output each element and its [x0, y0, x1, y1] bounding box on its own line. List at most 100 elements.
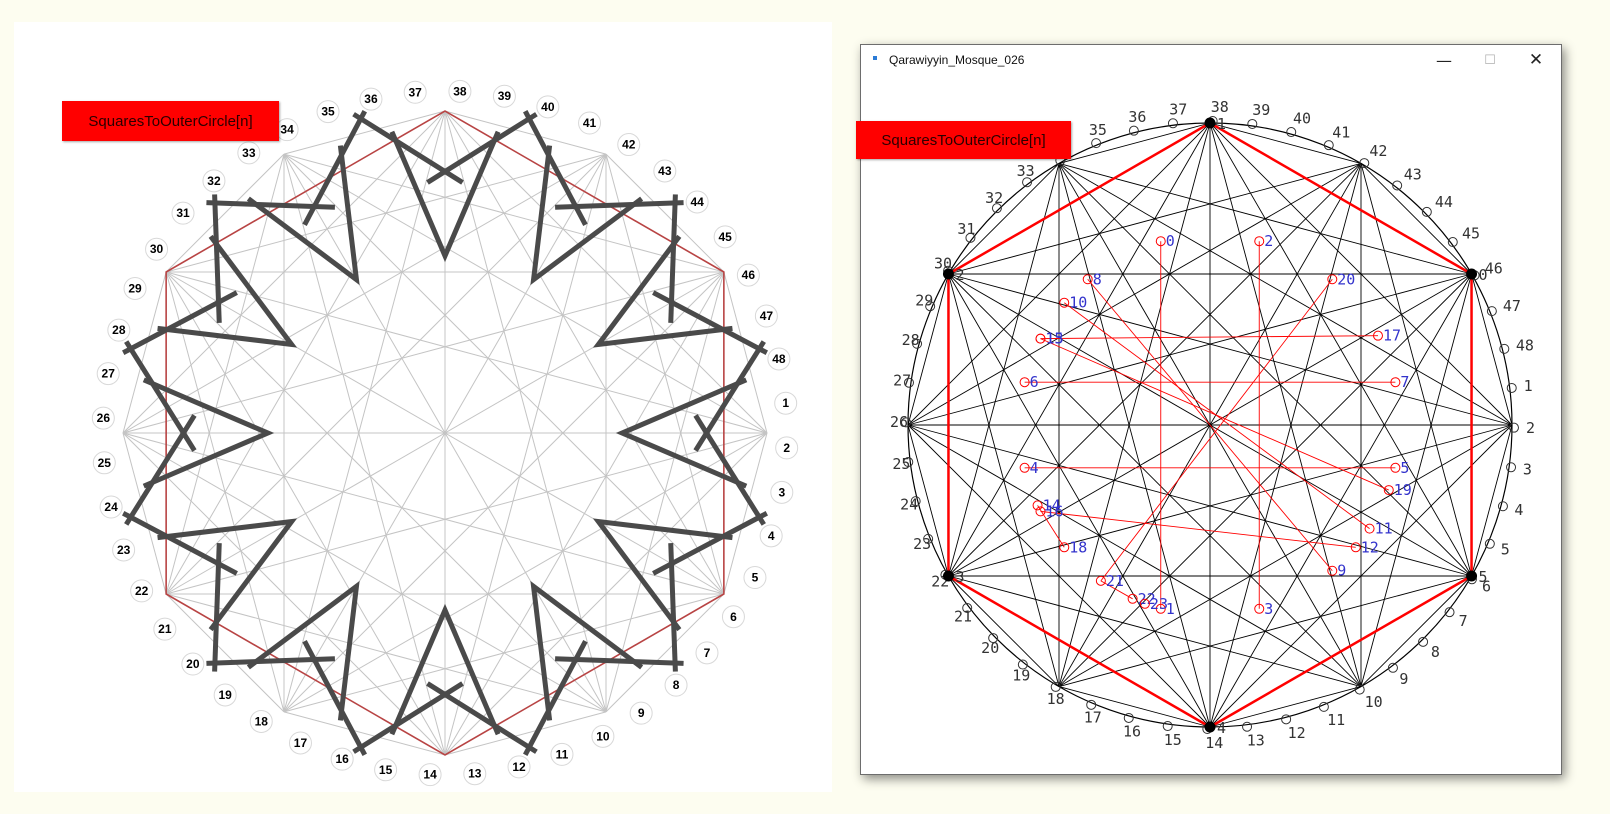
title-bar[interactable]: Qarawiyyin_Mosque_026 — ☐ ✕ — [861, 45, 1561, 75]
guide-line — [165, 153, 607, 595]
point-badge — [130, 579, 154, 603]
guide-line — [444, 110, 607, 712]
point-badge-label: 41 — [583, 116, 597, 130]
point-badge — [359, 87, 383, 111]
point-badge — [507, 755, 531, 779]
point-badge-label: 47 — [760, 309, 774, 323]
point-badge — [759, 524, 783, 548]
point-badge — [664, 673, 688, 697]
guide-line — [444, 154, 607, 756]
guide-line — [122, 271, 724, 434]
point-badge — [448, 79, 472, 103]
star-arm — [530, 580, 644, 721]
star-strand — [122, 511, 238, 576]
point-badge — [653, 159, 677, 183]
point-badge-label: 43 — [658, 164, 672, 178]
point-badge-label: 37 — [409, 85, 423, 99]
star-strand — [693, 414, 766, 526]
point-badge-label: 11 — [556, 747, 569, 761]
guide-line — [165, 271, 607, 713]
point-badge-label: 18 — [255, 714, 269, 728]
point-badge-label: 45 — [718, 230, 732, 244]
point-badge — [112, 538, 136, 562]
star-arm — [530, 145, 644, 286]
point-badge-label: 38 — [453, 84, 467, 98]
star-pattern — [122, 110, 768, 756]
star-arm — [389, 603, 501, 736]
point-badge — [591, 724, 615, 748]
point-badge — [237, 141, 261, 165]
guide-line — [605, 153, 725, 273]
point-badge-label: 12 — [512, 760, 526, 774]
point-badge — [695, 641, 719, 665]
point-badge — [96, 362, 120, 386]
star-arm — [157, 234, 298, 348]
point-badge — [213, 683, 237, 707]
reference-hexagon — [165, 110, 725, 756]
point-badge-label: 2 — [783, 441, 790, 455]
star-strand — [206, 656, 335, 666]
point-badge-label: 10 — [596, 729, 610, 743]
guide-line — [122, 432, 724, 595]
point-badge-label: 8 — [673, 678, 680, 692]
point-badge — [713, 225, 737, 249]
point-badge — [736, 263, 760, 287]
point-badge-label: 13 — [468, 767, 482, 781]
star-arm — [615, 377, 748, 489]
guide-line — [444, 711, 607, 756]
star-arm — [246, 580, 360, 721]
star-arm — [389, 130, 501, 263]
star-arm — [592, 234, 733, 348]
point-badge — [754, 304, 778, 328]
point-badge — [181, 652, 205, 676]
guide-line — [444, 110, 607, 155]
point-badge — [330, 747, 354, 771]
point-badge — [550, 742, 574, 766]
point-badge — [288, 731, 312, 755]
minimize-button[interactable]: — — [1436, 50, 1452, 70]
point-badge — [123, 276, 147, 300]
star-strand — [652, 290, 768, 355]
point-badge — [770, 480, 794, 504]
close-button[interactable]: ✕ — [1528, 50, 1544, 70]
point-badge — [617, 133, 641, 157]
guide-line — [283, 154, 446, 756]
point-badge — [403, 80, 427, 104]
window-title: Qarawiyyin_Mosque_026 — [889, 53, 1025, 67]
star-strand — [668, 543, 678, 672]
point-badge-label: 9 — [638, 706, 645, 720]
point-badge-label: 17 — [294, 736, 308, 750]
point-badge — [536, 95, 560, 119]
maximize-button[interactable]: ☐ — [1484, 52, 1496, 68]
point-badge-label: 22 — [135, 584, 149, 598]
star-strand — [302, 110, 367, 226]
squares-to-outer-circle-button[interactable]: SquaresToOuterCircle[n] — [856, 121, 1071, 159]
point-badge — [743, 566, 767, 590]
point-badges: 1234567891011121314151617181920212223242… — [91, 79, 799, 787]
point-badge-label: 35 — [321, 105, 335, 119]
guide-line — [166, 271, 768, 434]
point-badge — [202, 169, 226, 193]
point-badge-label: 24 — [104, 500, 118, 514]
star-strand — [212, 194, 222, 323]
point-badge — [316, 100, 340, 124]
point-badge-label: 15 — [379, 763, 393, 777]
point-badge — [418, 763, 442, 787]
point-badge-label: 33 — [242, 146, 256, 160]
point-badge-label: 42 — [622, 138, 636, 152]
point-badge-label: 3 — [778, 485, 785, 499]
point-badge — [99, 495, 123, 519]
point-badge — [463, 762, 487, 786]
point-badge — [145, 237, 169, 261]
star-strand — [352, 681, 464, 754]
point-badge — [629, 701, 653, 725]
guide-line — [165, 593, 285, 713]
guide-line — [723, 271, 768, 434]
guide-line — [122, 271, 167, 434]
point-badge-label: 44 — [690, 195, 704, 209]
point-badge-label: 23 — [117, 543, 131, 557]
point-badge-label: 19 — [218, 688, 232, 702]
point-badge-label: 39 — [498, 89, 512, 103]
point-badge-label: 30 — [150, 242, 164, 256]
point-badge-label: 29 — [128, 281, 142, 295]
